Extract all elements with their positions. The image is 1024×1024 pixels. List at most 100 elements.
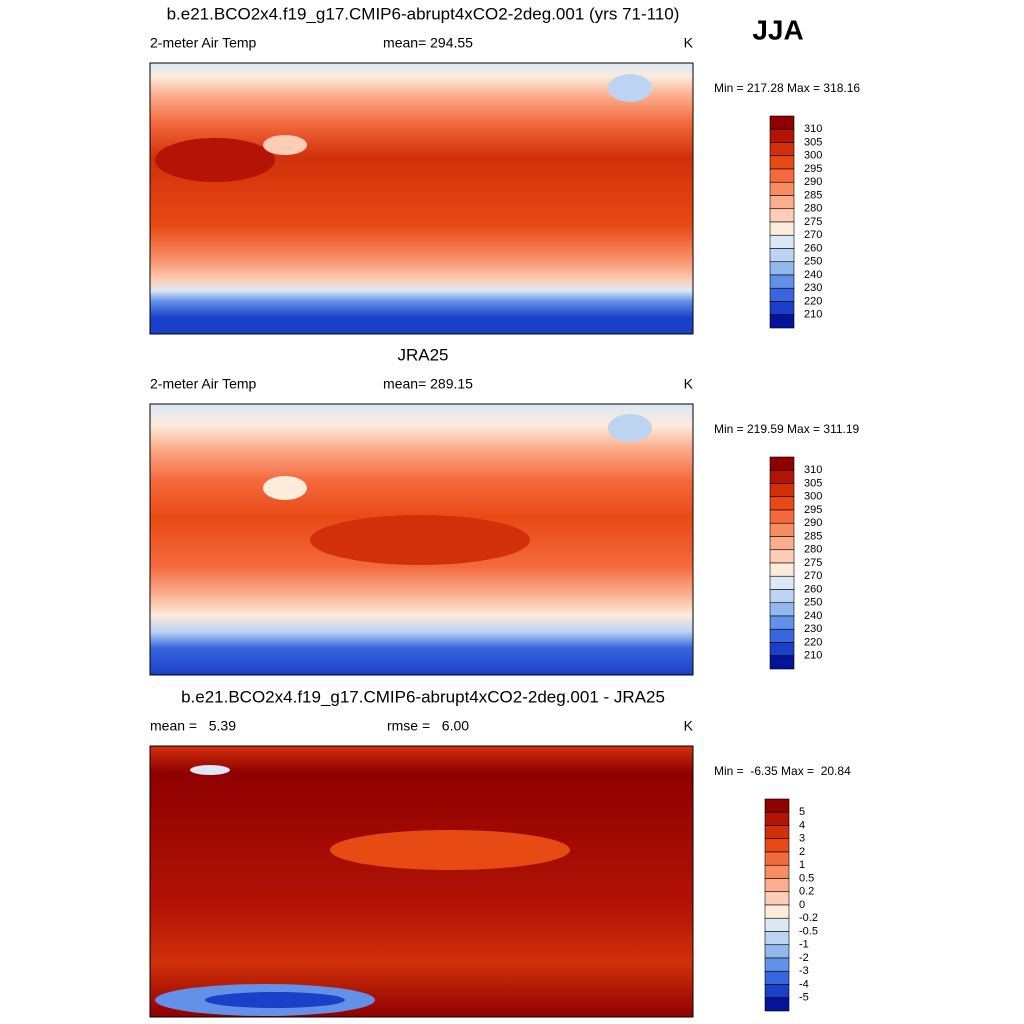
colorbar-box [764,811,790,826]
colorbar-label: 295 [804,504,822,516]
min-max: Min = 219.59 Max = 311.19 [714,422,860,436]
colorbar-label: 305 [804,136,822,148]
colorbar-box [764,878,790,893]
units-label: K [684,35,694,51]
colorbar-box [764,944,790,959]
min-max: Min = 217.28 Max = 318.16 [714,81,860,95]
colorbar-box [769,496,795,511]
colorbar-box [769,168,795,183]
colorbar-box [764,851,790,866]
colorbar-label: 280 [804,203,822,215]
units-label: K [684,376,694,392]
colorbar-box [769,628,795,643]
colorbar-box [769,536,795,551]
region [155,138,275,182]
map-panel-3 [149,745,694,1018]
colorbar-box [769,314,795,329]
colorbar-label: 270 [804,570,822,582]
colorbar-box [764,864,790,879]
min-max: Min = -6.35 Max = 20.84 [714,764,851,778]
colorbar-box [764,984,790,999]
colorbar-label: -5 [799,992,809,1004]
colorbar-box [769,142,795,157]
colorbar-label: 1 [799,859,805,871]
colorbar-box [769,522,795,537]
colorbar-box [769,181,795,196]
colorbar-box [769,562,795,577]
colorbar-label: 0 [799,899,805,911]
left-label: 2-meter Air Temp [150,35,257,51]
region [205,992,345,1008]
colorbar-label: -0.5 [799,925,818,937]
colorbar-box [764,838,790,853]
left-label: 2-meter Air Temp [150,376,257,392]
colorbar-box [769,195,795,210]
colorbar-label: 210 [804,309,822,321]
colorbar-box [769,208,795,223]
colorbar-label: 290 [804,176,822,188]
panel-title: JRA25 [397,345,448,364]
colorbar-label: 230 [804,282,822,294]
colorbar-label: 290 [804,517,822,529]
colorbar-label: 275 [804,216,822,228]
panel-title: b.e21.BCO2x4.f19_g17.CMIP6-abrupt4xCO2-2… [167,4,680,23]
colorbar-label: 0.5 [799,872,814,884]
colorbar-label: 305 [804,477,822,489]
colorbar-label: 260 [804,242,822,254]
colorbar-label: 285 [804,189,822,201]
colorbar-box [769,655,795,670]
colorbar-label: 250 [804,597,822,609]
colorbar-box [764,957,790,972]
colorbar-box [769,301,795,316]
colorbar-label: 3 [799,833,805,845]
colorbar-label: 260 [804,583,822,595]
region [263,135,307,155]
left-label: mean = 5.39 [150,718,236,734]
colorbar-label: 210 [804,650,822,662]
colorbar-box [764,931,790,946]
colorbar-label: -2 [799,952,809,964]
region [190,765,230,775]
colorbar-box [764,798,790,813]
colorbar-box [769,509,795,524]
colorbar-box [769,234,795,249]
colorbar-label: 5 [799,806,805,818]
colorbar-box [769,483,795,498]
colorbar-box [769,549,795,564]
colorbar-box [769,248,795,263]
colorbar-box [764,825,790,840]
colorbar-box [769,221,795,236]
colorbar-box [769,287,795,302]
colorbar-label: 4 [799,819,805,831]
colorbar-box [764,970,790,985]
colorbar-label: -4 [799,978,809,990]
center-label: mean= 294.55 [383,35,473,51]
colorbar-label: 280 [804,544,822,556]
colorbar-label: 2 [799,846,805,858]
colorbar-box [769,575,795,590]
colorbar-box [769,589,795,604]
colorbar-box [769,469,795,484]
colorbar-label: 300 [804,491,822,503]
colorbar-box [769,274,795,289]
colorbar-label: 230 [804,623,822,635]
colorbar-label: 310 [804,123,822,135]
colorbar-box [764,997,790,1012]
colorbar-box [764,891,790,906]
center-label: rmse = 6.00 [387,718,469,734]
colorbar-box [764,917,790,932]
center-label: mean= 289.15 [383,376,473,392]
season-label: JJA [752,14,803,45]
colorbar-label: 275 [804,557,822,569]
colorbar-box [769,615,795,630]
colorbar-box [764,904,790,919]
colorbar-label: 295 [804,163,822,175]
map-panel-1 [149,62,694,335]
colorbar-label: 250 [804,256,822,268]
colorbar-label: 240 [804,610,822,622]
colorbar-box [769,602,795,617]
colorbar-box [769,261,795,276]
colorbar-box [769,115,795,130]
map [149,62,694,335]
